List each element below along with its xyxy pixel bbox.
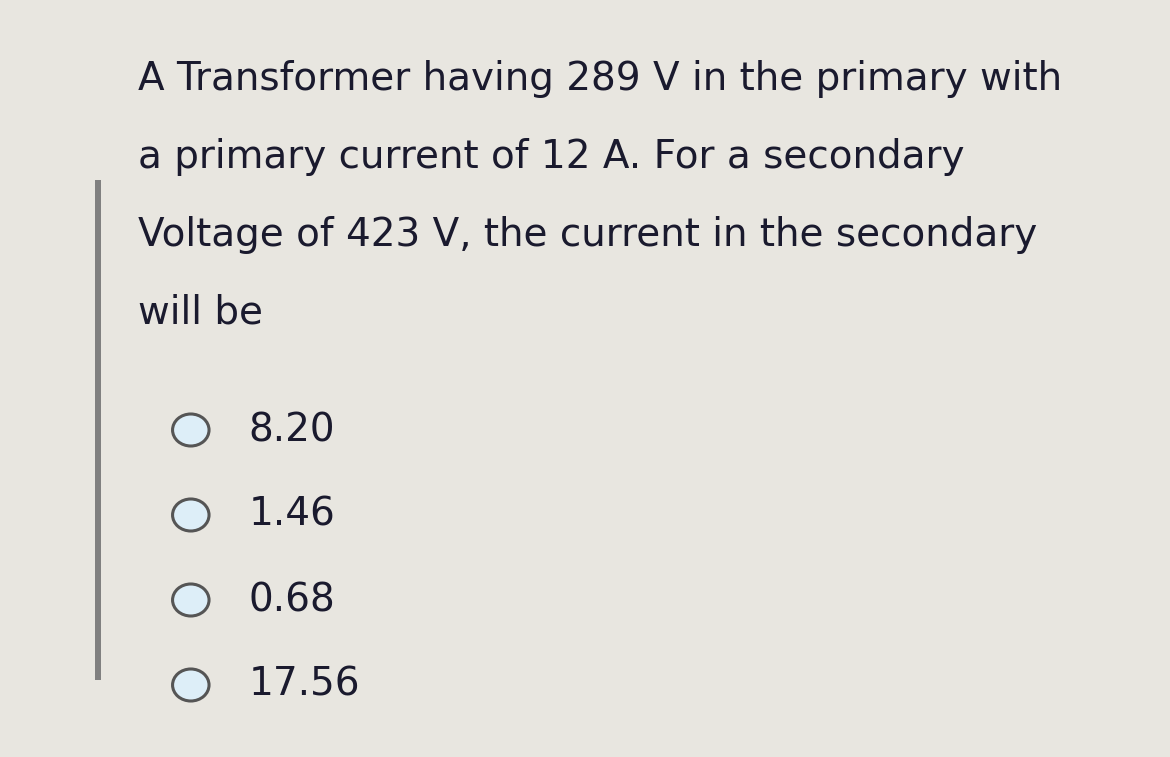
Text: will be: will be — [138, 294, 263, 332]
Text: 0.68: 0.68 — [248, 581, 335, 619]
Text: 1.46: 1.46 — [248, 496, 336, 534]
Ellipse shape — [172, 584, 209, 616]
Ellipse shape — [172, 669, 209, 701]
Text: a primary current of 12 A. For a secondary: a primary current of 12 A. For a seconda… — [138, 138, 964, 176]
Ellipse shape — [172, 414, 209, 446]
Text: Voltage of 423 V, the current in the secondary: Voltage of 423 V, the current in the sec… — [138, 216, 1038, 254]
Ellipse shape — [172, 499, 209, 531]
Bar — [95, 180, 101, 680]
Text: 8.20: 8.20 — [248, 411, 335, 449]
Text: A Transformer having 289 V in the primary with: A Transformer having 289 V in the primar… — [138, 60, 1062, 98]
Text: 17.56: 17.56 — [248, 666, 360, 704]
